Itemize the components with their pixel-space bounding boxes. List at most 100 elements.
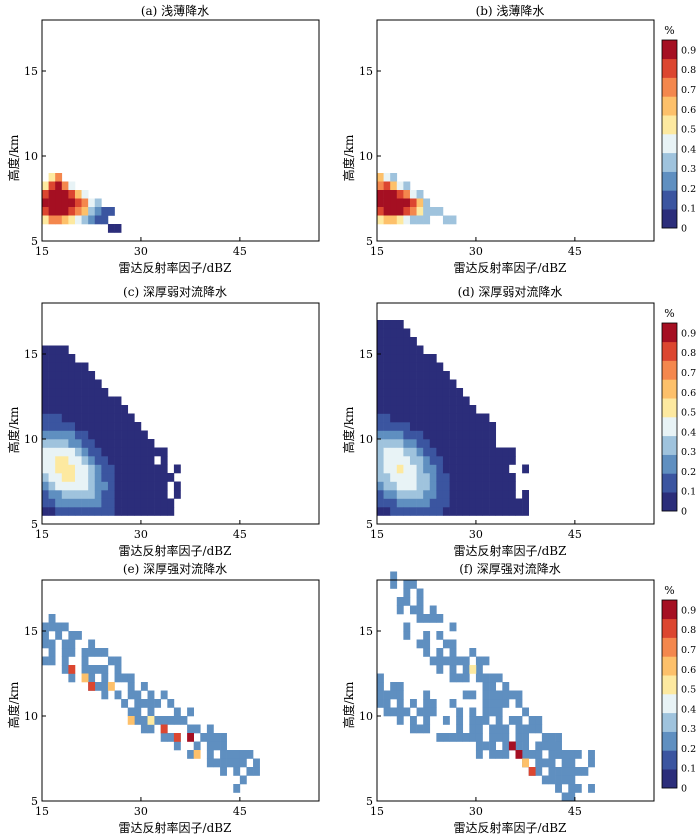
heatmap-cell xyxy=(187,750,194,759)
x-tick-label: 30 xyxy=(134,528,148,541)
heatmap-cell xyxy=(568,758,576,768)
heatmap-cell xyxy=(101,422,109,431)
heatmap-cell xyxy=(409,507,417,516)
heatmap-cell xyxy=(475,498,483,508)
colorbar-segment xyxy=(662,171,677,191)
panel-c-plot: 15 30 45 5 10 15 xyxy=(24,302,320,541)
y-tick-label: 15 xyxy=(24,348,38,361)
heatmap-cell xyxy=(239,758,247,768)
heatmap-cell xyxy=(423,473,431,482)
heatmap-cell xyxy=(55,190,63,199)
heatmap-cell xyxy=(377,690,384,700)
heatmap-cell xyxy=(456,707,464,717)
heatmap-cell xyxy=(482,413,490,423)
heatmap-cell xyxy=(396,337,404,346)
heatmap-cell xyxy=(429,464,437,474)
heatmap-cell xyxy=(377,405,384,414)
heatmap-cell xyxy=(396,354,404,363)
heatmap-cell xyxy=(390,371,398,380)
heatmap-cell xyxy=(409,215,417,225)
heatmap-cell xyxy=(449,507,457,516)
heatmap-cell xyxy=(548,741,556,751)
heatmap-cell xyxy=(403,207,411,216)
heatmap-cell xyxy=(416,345,424,355)
heatmap-cell xyxy=(114,422,122,431)
heatmap-cell xyxy=(74,198,82,208)
y-tick-label: 15 xyxy=(24,625,38,638)
heatmap-cell xyxy=(48,190,56,199)
heatmap-cell xyxy=(390,473,398,482)
heatmap-cell xyxy=(555,741,562,751)
panel-a-ylabel: 高度/km xyxy=(6,134,21,181)
heatmap-cell xyxy=(160,716,168,725)
heatmap-cell xyxy=(469,481,477,491)
colorbar-tick-label: 0.1 xyxy=(681,764,696,775)
heatmap-cell xyxy=(127,413,135,423)
heatmap-cell xyxy=(48,614,56,623)
heatmap-cell xyxy=(383,413,391,423)
heatmap-cell xyxy=(48,447,56,457)
heatmap-cell xyxy=(416,447,424,457)
heatmap-cell xyxy=(495,507,503,516)
heatmap-cell xyxy=(469,405,477,414)
heatmap-cell xyxy=(581,767,589,776)
heatmap-cell xyxy=(403,507,411,516)
heatmap-cell xyxy=(396,716,404,725)
heatmap-cell xyxy=(134,490,142,499)
colorbar-segment xyxy=(662,454,677,474)
y-tick-label: 10 xyxy=(24,433,38,446)
heatmap-cell xyxy=(416,597,424,606)
heatmap-cell xyxy=(482,473,490,482)
heatmap-cell xyxy=(456,473,464,482)
heatmap-cell xyxy=(429,405,437,414)
heatmap-cell xyxy=(462,430,470,440)
heatmap-cell xyxy=(423,396,431,406)
heatmap-cell xyxy=(107,439,115,448)
heatmap-cell xyxy=(508,490,516,499)
heatmap-cell xyxy=(403,430,411,440)
heatmap-cell xyxy=(377,473,384,482)
heatmap-cell xyxy=(561,758,569,768)
y-tick-label: 10 xyxy=(24,150,38,163)
heatmap-cell xyxy=(409,190,417,199)
heatmap-cell xyxy=(239,750,247,759)
heatmap-cell xyxy=(114,464,122,474)
heatmap-cell xyxy=(462,690,470,700)
heatmap-cell xyxy=(462,447,470,457)
heatmap-cell xyxy=(396,328,404,338)
heatmap-cell xyxy=(68,371,76,380)
heatmap-cell xyxy=(390,507,398,516)
heatmap-cell xyxy=(442,481,450,491)
heatmap-cell xyxy=(377,371,384,380)
heatmap-cell xyxy=(423,707,431,717)
heatmap-cell xyxy=(469,648,477,657)
colorbar-segment xyxy=(662,398,677,418)
heatmap-cell xyxy=(502,464,510,474)
colorbar-segment xyxy=(662,190,677,210)
heatmap-cell xyxy=(383,328,391,338)
heatmap-cell xyxy=(377,439,384,448)
heatmap-cell xyxy=(416,207,424,216)
heatmap-cell xyxy=(429,413,437,423)
heatmap-cell xyxy=(134,716,142,725)
heatmap-cell xyxy=(101,447,109,457)
heatmap-cell xyxy=(403,198,411,208)
heatmap-cell xyxy=(94,648,102,657)
heatmap-cell xyxy=(508,456,516,465)
heatmap-cell xyxy=(81,405,89,414)
heatmap-cell xyxy=(154,490,162,499)
heatmap-cell xyxy=(555,750,562,759)
heatmap-cell xyxy=(377,396,384,406)
heatmap-cell xyxy=(574,784,582,793)
heatmap-cell xyxy=(442,447,450,457)
heatmap-cell xyxy=(74,439,82,448)
heatmap-cell xyxy=(456,413,464,423)
heatmap-cell xyxy=(423,371,431,380)
y-tick-label: 10 xyxy=(359,433,373,446)
heatmap-cell xyxy=(94,464,102,474)
heatmap-cell xyxy=(48,181,56,191)
y-tick-label: 10 xyxy=(359,710,373,723)
heatmap-cell xyxy=(436,631,444,640)
panel-e: (e) 深厚强对流降水 15 30 45 5 10 15 雷达反射率因子/dBZ 高度/k… xyxy=(6,562,320,835)
heatmap-cell xyxy=(429,614,437,623)
